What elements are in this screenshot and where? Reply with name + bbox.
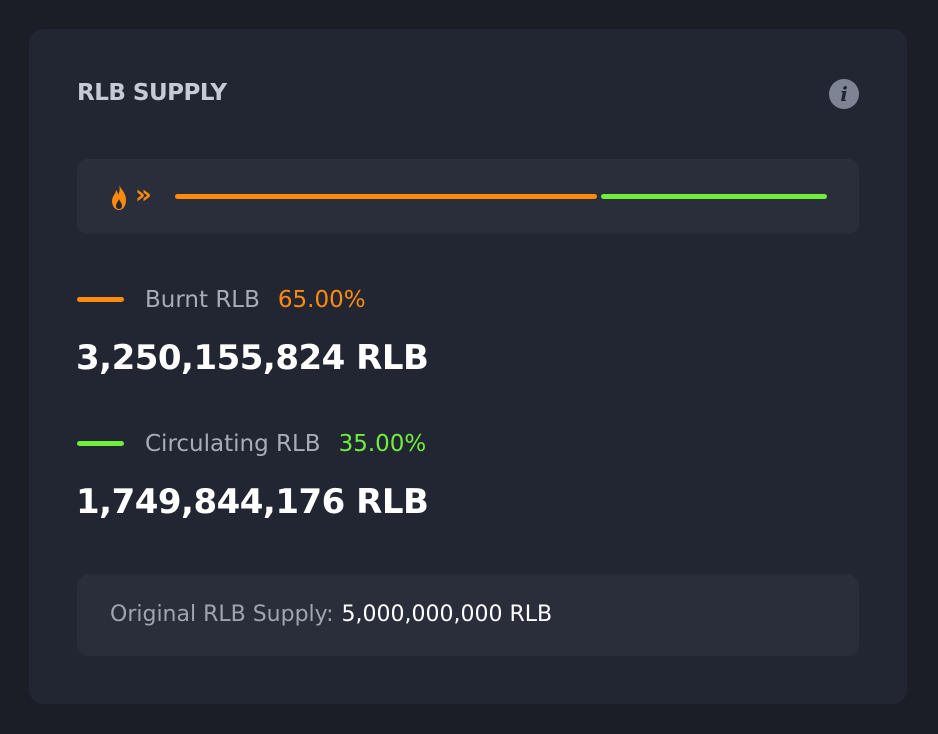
card-title: RLB SUPPLY xyxy=(77,80,227,106)
burnt-legend-line xyxy=(77,297,124,302)
circulating-legend: Circulating RLB 35.00% xyxy=(145,430,426,458)
double-chevron-right-icon: » xyxy=(135,180,152,210)
supply-progress-track xyxy=(175,194,827,199)
burnt-progress-segment xyxy=(175,194,597,199)
burnt-label: Burnt RLB xyxy=(145,287,260,313)
circulating-legend-line xyxy=(77,441,124,446)
supply-progress-box: » xyxy=(77,159,859,234)
circulating-label: Circulating RLB xyxy=(145,431,321,457)
circulating-amount: 1,749,844,176 RLB xyxy=(76,482,429,522)
circulating-progress-segment xyxy=(601,194,827,199)
original-supply-label: Original RLB Supply: xyxy=(110,602,334,627)
rlb-supply-card: RLB SUPPLY i » Burnt RLB 65.00% 3,250,155… xyxy=(29,29,907,704)
burnt-legend: Burnt RLB 65.00% xyxy=(145,286,366,314)
original-supply-box: Original RLB Supply: 5,000,000,000 RLB xyxy=(77,574,859,656)
original-supply-text: Original RLB Supply: 5,000,000,000 RLB xyxy=(110,601,552,629)
circulating-percent: 35.00% xyxy=(338,431,427,457)
original-supply-value: 5,000,000,000 RLB xyxy=(341,602,553,627)
burnt-percent: 65.00% xyxy=(277,287,366,313)
fire-icon xyxy=(112,184,126,210)
burnt-amount: 3,250,155,824 RLB xyxy=(76,338,429,378)
info-icon[interactable]: i xyxy=(829,79,859,109)
